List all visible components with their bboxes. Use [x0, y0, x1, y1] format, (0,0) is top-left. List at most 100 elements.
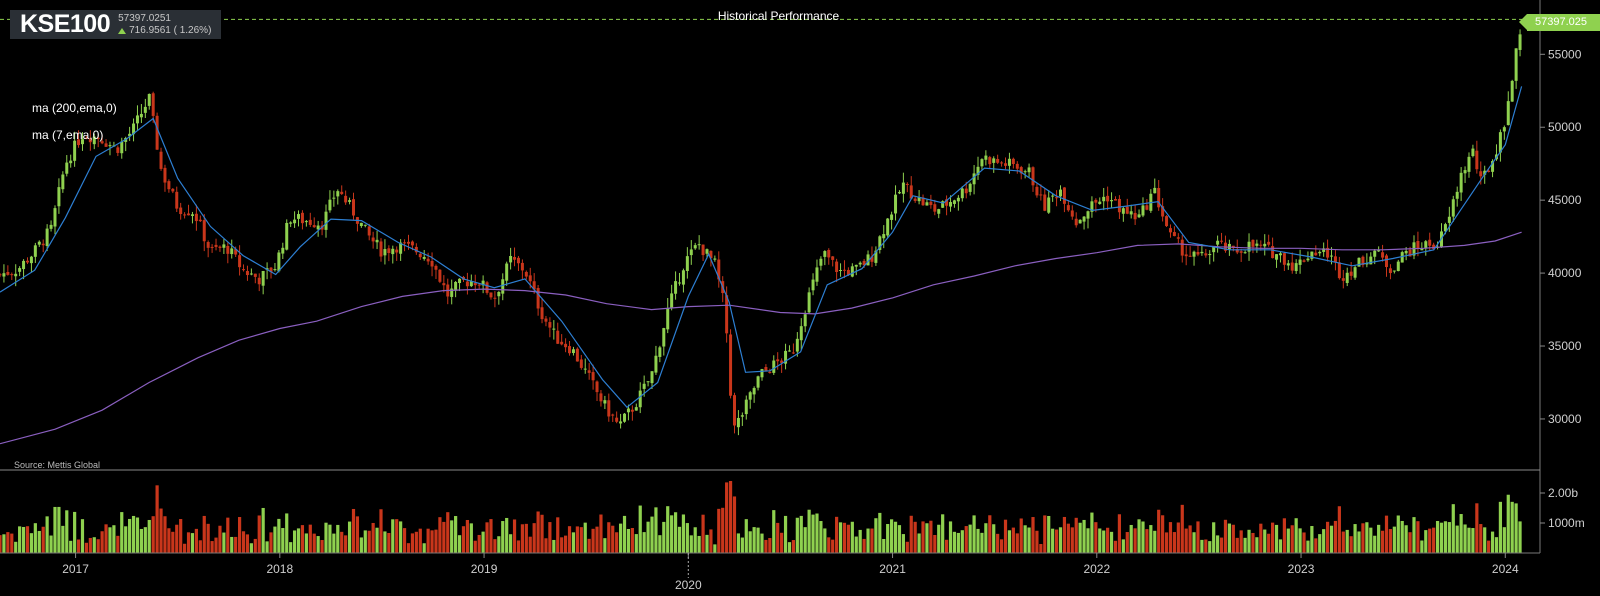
volume-bar [630, 528, 634, 553]
candle-body [1043, 194, 1047, 211]
volume-bar [1102, 530, 1106, 553]
candle-body [611, 414, 615, 416]
volume-bar [1306, 540, 1310, 553]
price-tick-label: 35000 [1548, 339, 1582, 353]
volume-bar [960, 530, 964, 553]
candle-body [1188, 255, 1192, 257]
volume-bar [905, 541, 909, 553]
volume-bar [6, 532, 10, 553]
candle-body [713, 258, 717, 260]
volume-bar [1153, 530, 1157, 553]
volume-bar [921, 521, 925, 553]
volume-bar [1078, 522, 1082, 553]
candle-body [623, 413, 627, 422]
candle-body [1337, 262, 1341, 279]
candle-body [1035, 186, 1039, 196]
candle-body [587, 370, 591, 373]
volume-bar [135, 517, 140, 553]
volume-bar [151, 516, 155, 553]
candle-body [752, 388, 756, 395]
volume-bar [540, 514, 544, 553]
volume-bar [1341, 531, 1345, 553]
volume-bar [1432, 527, 1436, 553]
candle-body [96, 137, 100, 140]
candle-body [1204, 253, 1208, 256]
candle-body [831, 256, 835, 260]
volume-bar [842, 522, 847, 553]
candle-body [1377, 250, 1381, 252]
volume-bar [477, 534, 481, 553]
price-change: 716.9561 ( 1.26%) [129, 24, 212, 36]
candle-body [2, 273, 6, 277]
volume-bar [1259, 523, 1263, 553]
volume-bar [571, 532, 576, 553]
volume-bar [937, 524, 941, 553]
volume-bar [1208, 541, 1212, 553]
volume-bar [744, 519, 748, 553]
volume-bar [642, 532, 646, 553]
volume-bar [1506, 494, 1510, 553]
candle-body [607, 400, 611, 417]
candle-body [666, 307, 670, 330]
volume-bar [1475, 503, 1479, 553]
volume-bar [304, 533, 308, 553]
volume-bar [944, 539, 949, 553]
candle-body [391, 248, 395, 255]
candle-body [1082, 216, 1086, 222]
volume-bar [1231, 524, 1235, 553]
volume-bar [1325, 521, 1330, 553]
candle-body [1113, 199, 1117, 201]
candle-body [430, 260, 434, 267]
volume-bar [355, 516, 360, 553]
candle-body [41, 243, 45, 246]
volume-bar [756, 527, 760, 553]
candle-body [988, 157, 992, 165]
volume-bar [1428, 528, 1432, 553]
candle-body [674, 281, 678, 294]
candle-body [1314, 252, 1318, 256]
volume-bar [230, 536, 234, 553]
volume-bar [634, 534, 638, 553]
volume-bar [92, 537, 96, 553]
volume-bar [925, 523, 929, 553]
volume-bar [73, 511, 77, 553]
candle-body [1365, 263, 1369, 265]
volume-bar [548, 522, 552, 553]
candle-body [1212, 246, 1216, 253]
candle-body [0, 274, 2, 276]
volume-bar [21, 526, 26, 553]
volume-bar [485, 522, 489, 553]
candle-body [1161, 206, 1165, 217]
symbol-name: KSE100 [20, 10, 111, 38]
candle-body [638, 390, 642, 408]
candle-body [77, 139, 81, 146]
candle-body [568, 346, 572, 354]
volume-bar [689, 535, 693, 553]
volume-bar [587, 538, 591, 553]
candle-body [410, 241, 414, 246]
volume-bar [838, 522, 843, 553]
volume-bar [1188, 525, 1192, 553]
volume-bar [391, 519, 395, 553]
volume-bar [418, 528, 422, 553]
volume-bar [811, 514, 815, 553]
candle-body [945, 199, 949, 206]
volume-bar [1109, 531, 1114, 553]
volume-bar [1125, 532, 1129, 553]
volume-bar [1447, 522, 1451, 553]
volume-bar [646, 521, 650, 553]
volume-bar [768, 538, 772, 553]
volume-bar [622, 515, 627, 553]
candle-body [1510, 80, 1514, 102]
candle-body [1102, 196, 1106, 202]
volume-bar [662, 521, 666, 553]
candle-body [803, 314, 807, 327]
volume-bar [446, 512, 450, 553]
candle-body [630, 409, 634, 412]
volume-bar [1196, 521, 1200, 553]
candle-body [941, 201, 945, 208]
candle-body [795, 338, 799, 352]
volume-bar [402, 528, 407, 553]
candle-body [348, 200, 352, 202]
volume-bar [1290, 525, 1294, 553]
